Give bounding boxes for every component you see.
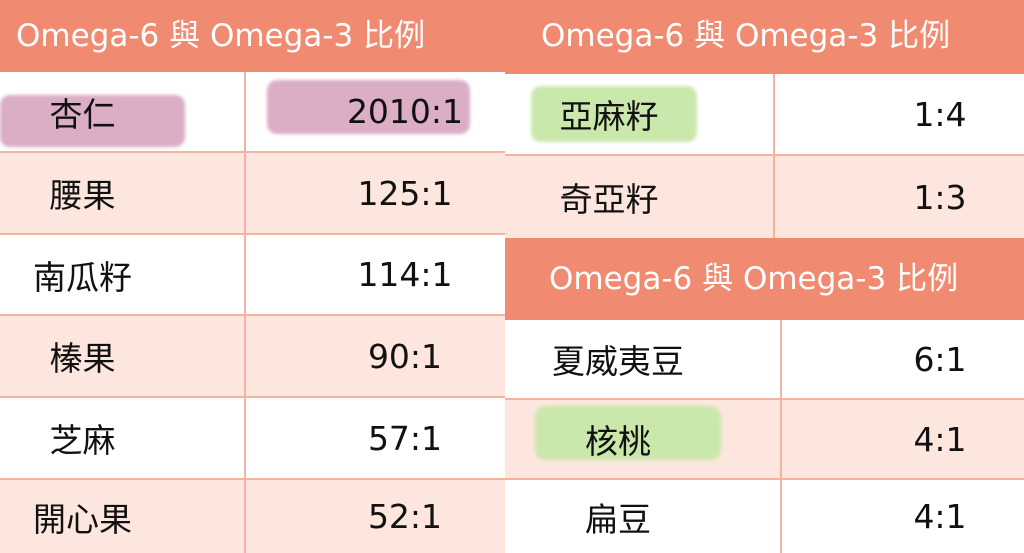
table-row: 腰果 125:1 xyxy=(0,153,505,235)
highlight-mark xyxy=(0,95,185,147)
table-right-bottom: 夏威夷豆 6:1 核桃 4:1 扁豆 4:1 xyxy=(505,320,1024,553)
food-name: 腰果 xyxy=(49,176,116,215)
ratio-value: 52:1 xyxy=(367,497,443,536)
ratio-value: 90:1 xyxy=(367,336,443,376)
table-row: 夏威夷豆 6:1 xyxy=(505,320,1024,400)
table-row: 南瓜籽 114:1 xyxy=(0,235,505,316)
ratio-value: 125:1 xyxy=(357,173,453,213)
table-row: 杏仁 2010:1 xyxy=(0,72,505,153)
table-header: Omega-6 與 Omega-3 比例 xyxy=(505,238,1024,320)
ratio-value: 2010:1 xyxy=(346,92,464,131)
column-divider xyxy=(780,320,782,553)
table-header: Omega-6 與 Omega-3 比例 xyxy=(0,0,505,72)
ratio-value: 57:1 xyxy=(367,418,443,458)
ratio-value: 4:1 xyxy=(913,419,967,459)
ratio-value: 6:1 xyxy=(913,339,967,379)
table-row: 開心果 52:1 xyxy=(0,480,505,553)
table-row: 芝麻 57:1 xyxy=(0,398,505,480)
table-row: 榛果 90:1 xyxy=(0,316,505,398)
table-row: 核桃 4:1 xyxy=(505,400,1024,480)
table-header: Omega-6 與 Omega-3 比例 xyxy=(505,0,1024,74)
food-name: 夏威夷豆 xyxy=(552,342,684,381)
table-row: 亞麻籽 1:4 xyxy=(505,74,1024,156)
food-name: 南瓜籽 xyxy=(33,257,132,297)
ratio-value: 1:4 xyxy=(913,94,967,134)
food-name: 亞麻籽 xyxy=(559,97,659,136)
table-row: 扁豆 4:1 xyxy=(505,480,1024,553)
ratio-value: 1:3 xyxy=(913,177,967,217)
food-name: 核桃 xyxy=(585,422,651,461)
ratio-value: 114:1 xyxy=(357,255,453,294)
table-left: 杏仁 2010:1 腰果 125:1 南瓜籽 114:1 榛果 90:1 芝麻 … xyxy=(0,72,505,553)
column-divider xyxy=(773,74,775,238)
highlight-mark xyxy=(531,86,697,142)
ratio-value: 4:1 xyxy=(913,497,967,536)
food-name: 榛果 xyxy=(49,339,116,378)
food-name: 杏仁 xyxy=(49,94,116,134)
column-divider xyxy=(244,72,246,553)
food-name: 奇亞籽 xyxy=(559,180,659,219)
highlight-mark xyxy=(535,406,721,460)
highlight-mark xyxy=(267,80,470,134)
table-right-top: 亞麻籽 1:4 奇亞籽 1:3 xyxy=(505,74,1024,238)
food-name: 開心果 xyxy=(33,499,132,539)
food-name: 扁豆 xyxy=(585,499,651,539)
food-name: 芝麻 xyxy=(49,421,116,460)
table-row: 奇亞籽 1:3 xyxy=(505,156,1024,238)
